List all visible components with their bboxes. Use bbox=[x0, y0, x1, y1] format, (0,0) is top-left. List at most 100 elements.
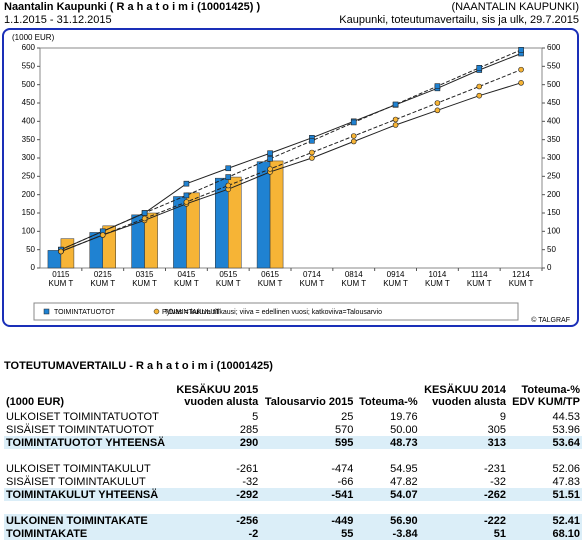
marker bbox=[518, 66, 524, 73]
x-tick-label: 0914 KUM T bbox=[383, 270, 408, 288]
bar bbox=[173, 196, 187, 269]
period: 1.1.2015 - 31.12.2015 bbox=[4, 14, 112, 26]
y2-tick-label: 200 bbox=[547, 190, 561, 199]
x-tick-label: 1114 KUM T bbox=[466, 270, 492, 288]
cell: 68.10 bbox=[508, 527, 582, 540]
cell: 54.95 bbox=[390, 462, 418, 475]
marker bbox=[350, 138, 357, 145]
marker bbox=[476, 92, 483, 99]
cell: -541 bbox=[260, 488, 356, 501]
marker bbox=[141, 215, 148, 222]
x-tick-label: 0814 KUM T bbox=[341, 270, 367, 288]
cell: 50.00 bbox=[390, 423, 418, 436]
cell: -32 bbox=[242, 475, 259, 488]
y2-tick-label: 450 bbox=[547, 98, 561, 107]
column-header: Toteuma-% EDV KUM/TP bbox=[508, 384, 582, 410]
x-tick-label: 0115 KUM T bbox=[48, 270, 74, 288]
header-line: KESÄKUU 2014 bbox=[424, 384, 507, 396]
column-header: Talousarvio 2015 bbox=[260, 384, 355, 410]
cell: 595 bbox=[260, 436, 356, 449]
bar bbox=[186, 192, 200, 269]
legend-frame bbox=[33, 302, 519, 321]
column-header: Toteuma-% bbox=[355, 384, 419, 410]
y-tick-label: 300 bbox=[22, 153, 36, 162]
y2-tick-label: 50 bbox=[547, 245, 556, 254]
chart: (1000 EUR) Pylväs = kuluva tilikausi; vi… bbox=[12, 33, 570, 324]
row-label: TOIMINTAKATE bbox=[4, 527, 172, 540]
spacer-row bbox=[4, 501, 582, 514]
cell: 56.90 bbox=[355, 514, 420, 527]
marker bbox=[518, 80, 524, 86]
marker bbox=[309, 155, 315, 161]
y-tick-label: 350 bbox=[22, 135, 36, 144]
marker bbox=[225, 165, 232, 172]
report-name: Kaupunki, toteutumavertailu, sis ja ulk,… bbox=[339, 14, 579, 26]
org: (NAANTALIN KAUPUNKI) bbox=[451, 1, 579, 13]
cell: 47.82 bbox=[390, 475, 418, 488]
y-tick-label: 400 bbox=[22, 116, 36, 125]
line bbox=[60, 53, 522, 251]
y-tick-label: 200 bbox=[22, 190, 36, 199]
table-row: ULKOINEN TOIMINTAKATE -256 -449 56.90 -222 52… bbox=[4, 514, 582, 527]
line bbox=[60, 69, 522, 252]
marker bbox=[267, 155, 273, 162]
table-row: TOIMINTAKULUT YHTEENSÄ -292 -541 54.07 -262 5… bbox=[4, 488, 582, 501]
y2-tick-label: 250 bbox=[547, 171, 561, 180]
cell: -449 bbox=[260, 514, 356, 527]
x-tick-label: 0714 KUM T bbox=[299, 270, 325, 288]
chart-frame: (1000 EUR) Pylväs = kuluva tilikausi; vi… bbox=[2, 28, 579, 327]
header-line: (1000 EUR) bbox=[6, 396, 65, 408]
y-tick-label: 600 bbox=[22, 43, 36, 52]
marker bbox=[392, 116, 399, 123]
legend-label: TOIMINTAKULUT bbox=[164, 309, 220, 316]
spacer-row bbox=[4, 449, 582, 462]
copyright: © TALGRAF bbox=[531, 316, 570, 324]
cell: -2 bbox=[171, 527, 261, 540]
cell: -222 bbox=[419, 514, 509, 527]
header-line: Talousarvio 2015 bbox=[264, 396, 354, 408]
y2-tick-label: 150 bbox=[547, 208, 561, 217]
y2-tick-label: 0 bbox=[547, 263, 552, 272]
x-tick-label: 1014 KUM T bbox=[425, 270, 450, 288]
cell: -292 bbox=[171, 488, 261, 501]
legend-label: TOIMINTATUOTOT bbox=[54, 309, 116, 316]
row-label: SISÄISET TOIMINTAKULUT bbox=[6, 475, 146, 488]
cell: 570 bbox=[335, 423, 354, 436]
bar bbox=[228, 176, 242, 269]
marker bbox=[350, 119, 357, 126]
cell: 55 bbox=[260, 527, 356, 540]
cell: 53.64 bbox=[508, 436, 582, 449]
cell: 9 bbox=[499, 410, 507, 423]
marker bbox=[518, 47, 524, 53]
spacer bbox=[4, 501, 582, 514]
x-tick-label: 1214 KUM T bbox=[508, 270, 534, 288]
header-line: Toteuma-% bbox=[359, 396, 418, 408]
cell: 48.73 bbox=[355, 436, 420, 449]
cell: -66 bbox=[337, 475, 354, 488]
cell: 52.41 bbox=[508, 514, 582, 527]
marker bbox=[392, 122, 399, 128]
marker bbox=[183, 192, 190, 199]
table-row: TOIMINTATUOTOT YHTEENSÄ 290 595 48.73 313 53.… bbox=[4, 436, 582, 449]
cell: 51 bbox=[419, 527, 509, 540]
y-tick-label: 250 bbox=[22, 171, 36, 180]
table-row: ULKOISET TOIMINTAKULUT -261 -474 54.95 -231 5… bbox=[4, 462, 582, 475]
table-title: TOTEUTUMAVERTAILU - R a h a t o i m i (1… bbox=[4, 360, 273, 372]
marker bbox=[141, 210, 148, 216]
marker bbox=[350, 133, 357, 139]
legend-swatch bbox=[43, 308, 50, 315]
cell: 54.07 bbox=[355, 488, 420, 501]
header-line: Toteuma-% bbox=[521, 384, 580, 396]
y2-tick-label: 350 bbox=[547, 135, 561, 144]
table-row: SISÄISET TOIMINTAKULUT -32 -66 47.82 -32 47.8… bbox=[4, 475, 582, 488]
cell: 285 bbox=[239, 423, 259, 436]
row-label: ULKOISET TOIMINTATUOTOT bbox=[6, 410, 159, 423]
x-tick-label: 0315 KUM T bbox=[132, 270, 157, 288]
marker bbox=[183, 180, 190, 187]
x-tick-label: 0215 KUM T bbox=[90, 270, 116, 288]
marker bbox=[183, 199, 190, 205]
y-tick-label: 100 bbox=[22, 226, 36, 235]
cell: -231 bbox=[484, 462, 507, 475]
marker bbox=[309, 149, 315, 156]
column-header: KESÄKUU 2014 vuoden alusta bbox=[420, 384, 508, 410]
